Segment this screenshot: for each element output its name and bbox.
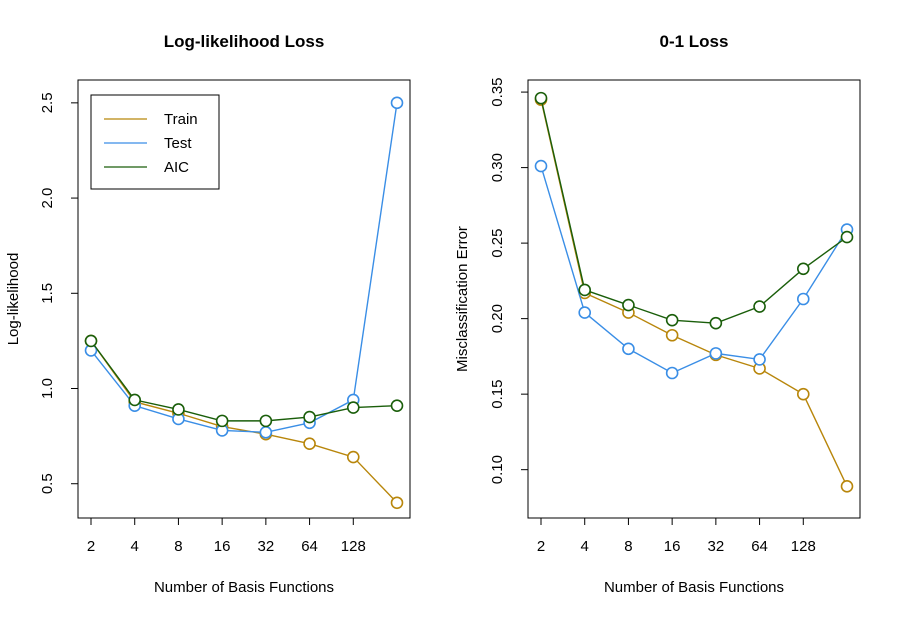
legend: Train Test AIC [90, 94, 220, 190]
x-tick-label: 128 [341, 538, 366, 555]
y-tick-label: 0.25 [489, 229, 506, 258]
zero-one-loss-panel: 0-1 Loss Number of Basis Functions Miscl… [454, 32, 861, 596]
data-point-aic [128, 393, 142, 407]
plot-frame [527, 79, 861, 519]
data-point-test [796, 292, 810, 306]
x-axis-label: Number of Basis Functions [154, 579, 334, 596]
chart-title: 0-1 Loss [660, 32, 729, 51]
data-point-aic [753, 300, 766, 313]
y-axis: 0.10 0.15 0.20 0.25 0.30 0.35 [489, 77, 528, 484]
series-layer [84, 96, 404, 510]
x-axis: 2 4 8 16 32 64 128 [537, 518, 816, 555]
x-tick-label: 64 [751, 538, 768, 555]
data-point-aic [346, 401, 360, 414]
x-tick-label: 16 [664, 538, 681, 555]
data-point-aic [172, 403, 185, 416]
x-tick-label: 2 [537, 538, 545, 555]
chart-title: Log-likelihood Loss [164, 32, 325, 51]
data-point-aic [840, 230, 854, 244]
y-tick-label: 1.0 [39, 378, 56, 399]
legend-box [90, 94, 220, 190]
x-tick-label: 4 [131, 538, 139, 555]
y-tick-label: 0.30 [489, 153, 506, 182]
x-tick-label: 32 [258, 538, 275, 555]
data-point-aic [215, 414, 229, 428]
log-likelihood-panel: Log-likelihood Loss Number of Basis Func… [5, 32, 411, 596]
series-line-train [540, 99, 848, 487]
data-point-test [665, 366, 679, 380]
data-point-aic [622, 298, 635, 312]
x-axis: 2 4 8 16 32 64 128 [87, 518, 366, 555]
x-tick-label: 128 [791, 538, 816, 555]
data-point-aic [709, 316, 723, 330]
x-axis-label: Number of Basis Functions [604, 579, 784, 596]
data-point-test [259, 426, 273, 439]
data-point-aic [665, 313, 679, 327]
legend-label-test: Test [164, 135, 192, 152]
x-tick-label: 8 [624, 538, 632, 555]
legend-label-train: Train [164, 111, 198, 128]
data-point-train [303, 437, 316, 451]
y-tick-label: 0.20 [489, 304, 506, 333]
data-point-aic [796, 262, 810, 276]
series-line-aic [90, 340, 398, 422]
data-point-train [796, 387, 810, 401]
y-tick-label: 0.15 [489, 380, 506, 409]
series-line-test [90, 102, 398, 434]
data-point-test [390, 96, 404, 110]
data-point-train [346, 450, 360, 464]
x-tick-label: 4 [581, 538, 589, 555]
data-point-test [709, 347, 723, 360]
series-line-train [90, 340, 398, 504]
series-line-test [540, 165, 848, 374]
y-axis-label: Misclassification Error [454, 226, 471, 372]
data-point-aic [259, 414, 273, 428]
data-point-aic [578, 283, 592, 297]
data-point-train [390, 496, 404, 510]
data-point-aic [534, 91, 548, 105]
y-tick-label: 1.5 [39, 283, 56, 304]
y-axis-label: Log-likelihood [5, 253, 22, 346]
y-tick-label: 0.10 [489, 455, 506, 484]
y-tick-label: 0.5 [39, 473, 56, 494]
data-point-test [753, 353, 766, 366]
data-point-test [622, 342, 635, 356]
data-point-test [578, 306, 592, 319]
x-tick-label: 2 [87, 538, 95, 555]
y-tick-label: 0.35 [489, 77, 506, 106]
y-tick-label: 2.0 [39, 188, 56, 209]
data-point-train [840, 479, 854, 493]
x-tick-label: 32 [708, 538, 725, 555]
x-tick-label: 64 [301, 538, 318, 555]
data-point-aic [84, 334, 98, 348]
y-axis: 0.5 1.0 1.5 2.0 2.5 [39, 92, 78, 494]
series-line-aic [540, 97, 848, 324]
data-point-test [534, 159, 548, 173]
y-tick-label: 2.5 [39, 92, 56, 113]
legend-label-aic: AIC [164, 159, 189, 176]
x-tick-label: 16 [214, 538, 231, 555]
data-point-train [665, 328, 679, 342]
data-point-aic [390, 399, 404, 412]
series-layer [534, 91, 854, 493]
plot-frame [77, 79, 411, 519]
data-point-aic [303, 410, 316, 424]
x-tick-label: 8 [174, 538, 182, 555]
